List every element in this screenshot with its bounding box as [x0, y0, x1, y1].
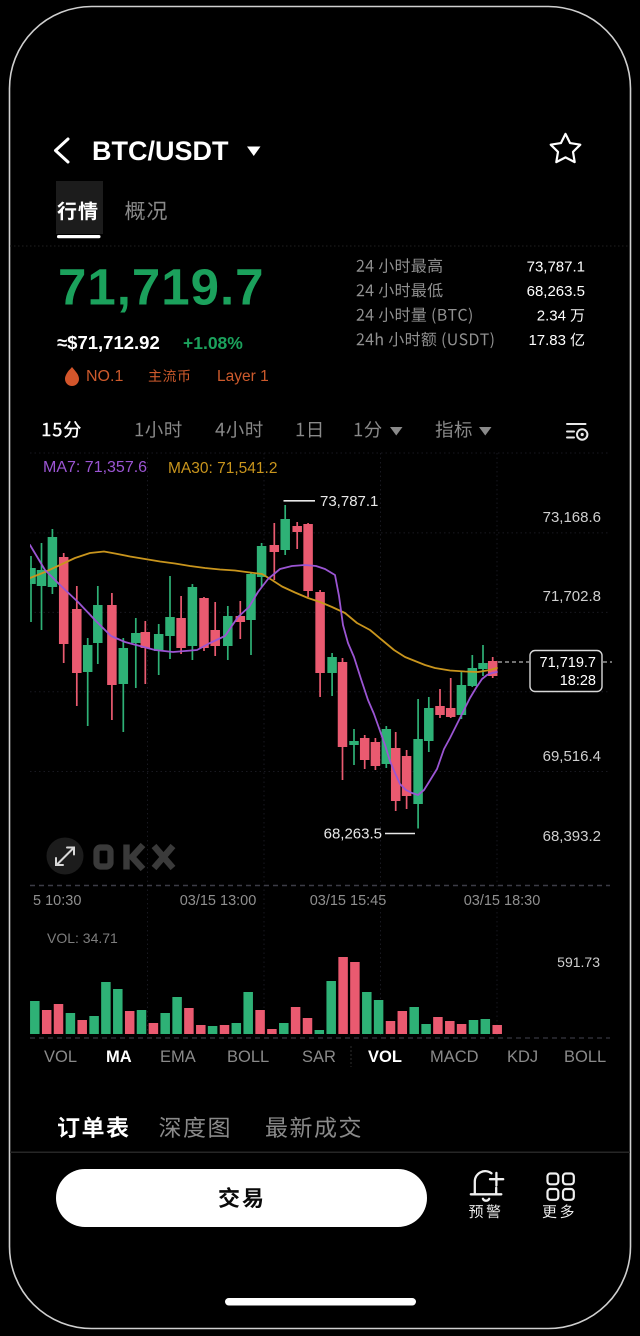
svg-text:MA30: 71,541.2: MA30: 71,541.2 [168, 460, 277, 477]
svg-text:MA: MA [106, 1048, 132, 1066]
svg-text:73,168.6: 73,168.6 [543, 509, 601, 526]
svg-text:SAR: SAR [302, 1048, 336, 1066]
svg-text:MA7: 71,357.6: MA7: 71,357.6 [43, 459, 147, 476]
svg-text:03/15 13:00: 03/15 13:00 [180, 893, 257, 909]
svg-text:68,263.5: 68,263.5 [324, 826, 382, 843]
svg-text:68,393.2: 68,393.2 [543, 828, 601, 845]
svg-text:MACD: MACD [430, 1048, 479, 1066]
svg-text:+1.08%: +1.08% [183, 333, 243, 353]
svg-text:EMA: EMA [160, 1048, 196, 1066]
svg-text:17.83: 17.83 [528, 332, 566, 349]
svg-text:71,719.7: 71,719.7 [58, 259, 265, 316]
svg-text:71,702.8: 71,702.8 [543, 588, 601, 605]
svg-text:VOL: VOL [44, 1048, 77, 1066]
svg-text:03/15 15:45: 03/15 15:45 [310, 893, 387, 909]
svg-text:68,263.5: 68,263.5 [527, 283, 585, 300]
svg-text:5 10:30: 5 10:30 [33, 893, 81, 909]
svg-text:BOLL: BOLL [564, 1048, 606, 1066]
svg-text:KDJ: KDJ [507, 1048, 538, 1066]
svg-text:73,787.1: 73,787.1 [320, 493, 378, 510]
svg-text:Layer 1: Layer 1 [217, 368, 269, 385]
svg-text:03/15 18:30: 03/15 18:30 [464, 893, 541, 909]
svg-text:VOL: 34.71: VOL: 34.71 [47, 930, 118, 946]
svg-text:≈$71,712.92: ≈$71,712.92 [57, 332, 160, 353]
svg-text:BOLL: BOLL [227, 1048, 269, 1066]
svg-text:69,516.4: 69,516.4 [543, 748, 601, 765]
svg-text:VOL: VOL [368, 1048, 402, 1066]
svg-text:73,787.1: 73,787.1 [527, 259, 585, 276]
svg-text:18:28: 18:28 [560, 673, 596, 689]
svg-text:2.34: 2.34 [537, 308, 566, 325]
svg-text:NO.1: NO.1 [86, 368, 123, 385]
svg-text:71,719.7: 71,719.7 [540, 655, 596, 671]
svg-text:591.73: 591.73 [557, 954, 600, 970]
svg-text:BTC/USDT: BTC/USDT [92, 136, 229, 166]
